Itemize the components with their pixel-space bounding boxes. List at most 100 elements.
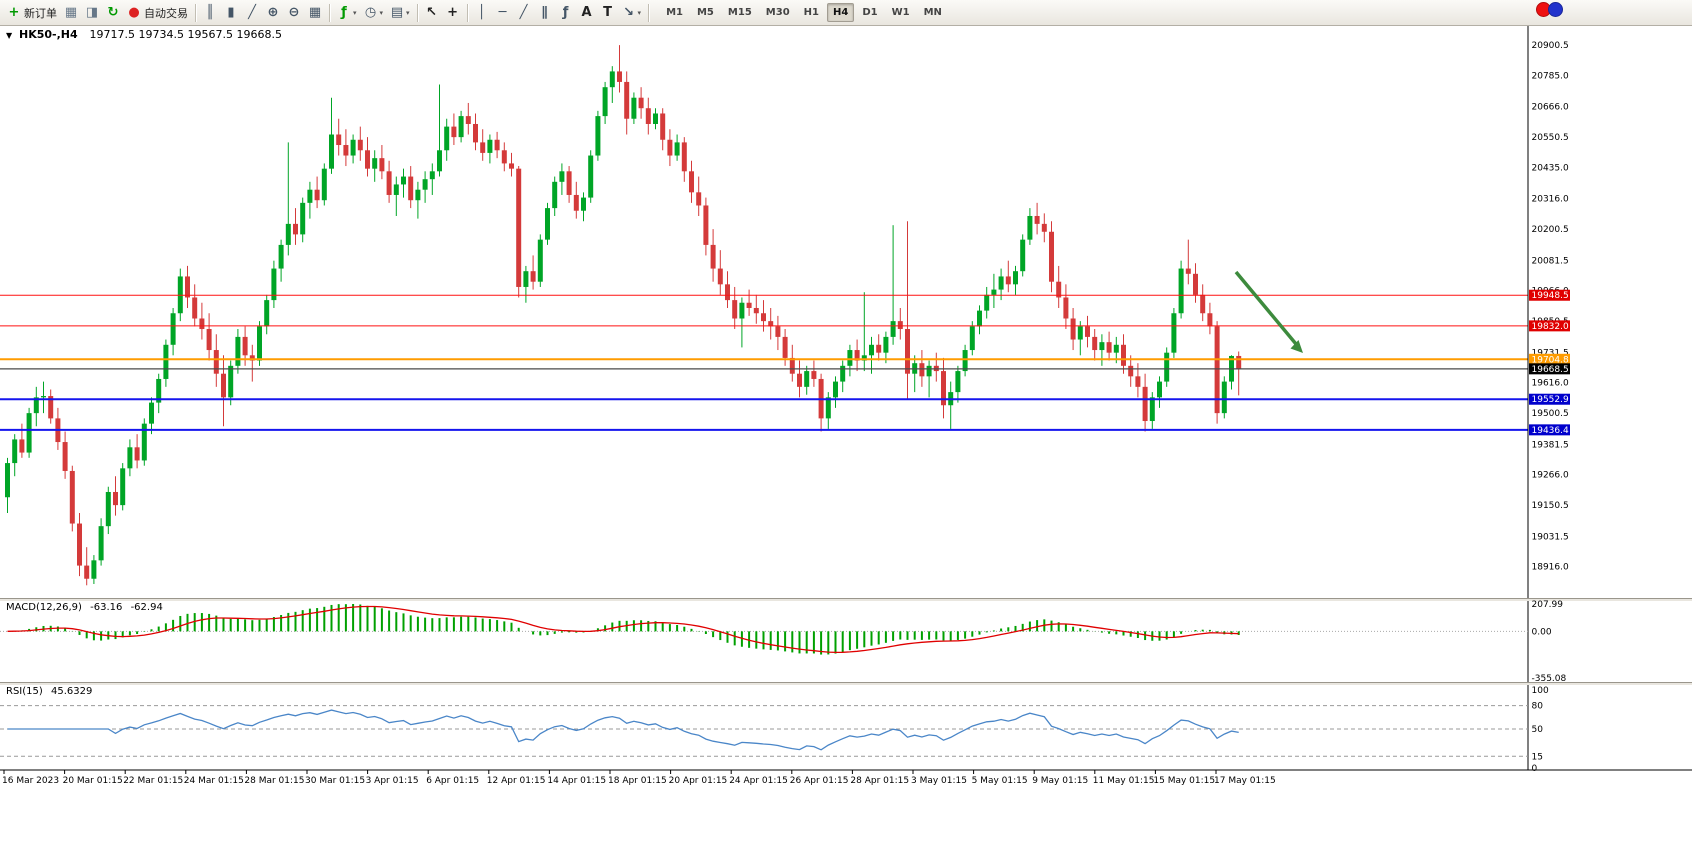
level-lines-group [0, 294, 1528, 431]
timeframe-m30-button[interactable]: M30 [765, 7, 790, 18]
candle [41, 396, 46, 398]
candle [890, 321, 896, 337]
candle [33, 397, 39, 414]
candle [876, 344, 882, 353]
panel-splitter[interactable] [0, 599, 1692, 601]
candle [581, 197, 586, 211]
line-chart-type-button[interactable]: ╱ [242, 3, 262, 23]
candlestick-type-button[interactable]: ▮ [221, 3, 241, 23]
candle [1056, 281, 1062, 298]
candle [804, 371, 810, 387]
vertical-line-button[interactable]: │ [472, 3, 492, 23]
candle [825, 397, 831, 419]
candle [1128, 365, 1134, 377]
timeframe-mn-button[interactable]: MN [923, 7, 942, 18]
time-axis[interactable]: 16 Mar 2023 20 Mar 01:15 22 Mar 01:15 24 Ma… [2, 770, 1276, 786]
trend-arrow-annotation[interactable] [1234, 270, 1303, 353]
candle [156, 378, 162, 403]
panel-splitter[interactable] [0, 598, 1692, 599]
timeframe-m5-button[interactable]: M5 [696, 7, 714, 18]
zoom-in-button[interactable]: ⊕ [263, 3, 283, 23]
svg-text:20435.0: 20435.0 [1532, 163, 1569, 173]
svg-text:19948.5: 19948.5 [1532, 291, 1569, 301]
candle [1092, 336, 1098, 351]
panel-splitter[interactable] [0, 683, 1692, 685]
timeframe-m1-button[interactable]: M1 [666, 7, 683, 18]
svg-text:22 Mar 01:15: 22 Mar 01:15 [123, 776, 183, 786]
vertical-line-icon: │ [477, 4, 486, 20]
text-label-button[interactable]: T [598, 3, 618, 23]
crosshair-button[interactable]: + [443, 3, 463, 23]
timeframe-toolbar: M1 M5 M15 M30 H1 H4 D1 W1 MN [659, 3, 949, 22]
candle [1077, 326, 1083, 340]
bar-chart-type-button[interactable]: ║ [200, 3, 220, 23]
timeframe-h4-button[interactable]: H4 [826, 3, 855, 22]
new-order-button[interactable]: + 新订单 [4, 3, 60, 23]
svg-text:12 Apr 01:15: 12 Apr 01:15 [487, 776, 546, 786]
candle [113, 491, 118, 506]
cursor-button[interactable]: ↖ [422, 3, 442, 23]
periods-menu-button[interactable]: ◷ ▾ [361, 3, 387, 23]
candle [473, 123, 478, 143]
candle [941, 371, 946, 406]
price-tags-group: 19948.5 19832.0 19704.8 19552.9 19436.4 19668… [1529, 289, 1570, 436]
candle [919, 363, 925, 377]
market-watch-button[interactable]: ◨ [82, 3, 102, 23]
trendline-button[interactable]: ╱ [514, 3, 534, 23]
candle [1070, 318, 1076, 340]
indicators-icon: ƒ [341, 4, 347, 20]
blue-badge-icon[interactable] [1548, 2, 1563, 17]
fibonacci-retracement-button[interactable]: ƒ [556, 3, 576, 23]
candle [559, 171, 565, 182]
svg-text:24 Apr 01:15: 24 Apr 01:15 [729, 776, 788, 786]
svg-text:19832.0: 19832.0 [1532, 322, 1569, 332]
svg-text:3 Apr 01:15: 3 Apr 01:15 [366, 776, 419, 786]
candle [1106, 342, 1112, 353]
indicators-button[interactable]: ƒ ▾ [334, 3, 360, 23]
candle [588, 155, 594, 198]
candle [566, 171, 572, 195]
timeframe-d1-button[interactable]: D1 [862, 7, 878, 18]
candle [271, 268, 277, 301]
rsi-scale[interactable]: 100 80 50 15 0 [1532, 686, 1549, 774]
equidistant-channel-button[interactable]: ∥ [535, 3, 555, 23]
svg-text:9 May 01:15: 9 May 01:15 [1032, 776, 1088, 786]
candle [444, 126, 450, 151]
candle [408, 176, 414, 201]
refresh-button[interactable]: ↻ [103, 3, 123, 23]
candle [170, 313, 176, 345]
arrows-button[interactable]: ↘ ▾ [619, 3, 645, 23]
candle [343, 145, 349, 156]
candle [1178, 268, 1184, 314]
text-button[interactable]: A [577, 3, 597, 23]
templates-button[interactable]: ▤ ▾ [387, 3, 413, 23]
panel-splitter[interactable] [0, 682, 1692, 683]
candle [1214, 326, 1220, 414]
candle [77, 523, 82, 566]
timeframe-w1-button[interactable]: W1 [891, 7, 910, 18]
auto-trading-button[interactable]: ● 自动交易 [124, 3, 191, 23]
price-axis[interactable]: 20900.5 20785.0 20666.0 20550.5 20435.0 20316… [1532, 41, 1569, 573]
zoom-out-button[interactable]: ⊖ [284, 3, 304, 23]
macd-scale[interactable]: 207.99 0.00 -355.08 [1532, 600, 1567, 684]
candle [1027, 215, 1033, 240]
candle [249, 355, 255, 361]
timeframe-h1-button[interactable]: H1 [803, 7, 819, 18]
svg-text:28 Apr 01:15: 28 Apr 01:15 [850, 776, 909, 786]
candle [422, 179, 428, 190]
svg-text:5 May 01:15: 5 May 01:15 [972, 776, 1028, 786]
timeframe-m15-button[interactable]: M15 [727, 7, 752, 18]
candle [1164, 352, 1170, 382]
equidistant-channel-icon: ∥ [541, 4, 548, 20]
bar-chart-type-icon: ║ [206, 4, 214, 20]
horizontal-line-button[interactable]: ─ [493, 3, 513, 23]
candle [775, 326, 781, 337]
candle [429, 171, 435, 180]
candle [984, 294, 990, 311]
candle [278, 244, 284, 269]
candle [746, 302, 752, 308]
tile-windows-button[interactable]: ▦ [305, 3, 325, 23]
candle [19, 439, 25, 453]
chart-window-button[interactable]: ▦ [61, 3, 81, 23]
